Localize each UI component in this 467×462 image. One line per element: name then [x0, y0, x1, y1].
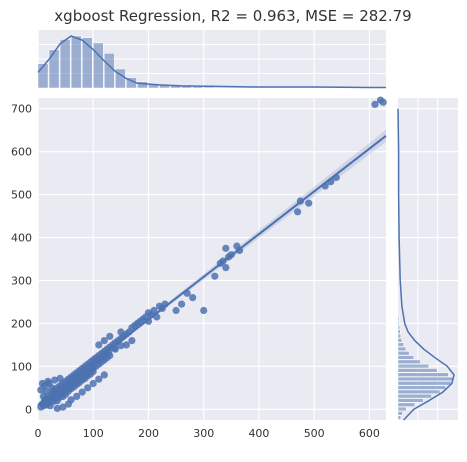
scatter-point — [51, 376, 59, 384]
scatter-point — [106, 352, 114, 360]
scatter-point — [38, 379, 47, 388]
x-hist-bar — [81, 37, 93, 89]
chart-title: xgboost Regression, R2 = 0.963, MSE = 28… — [54, 7, 411, 25]
y-hist-bar — [397, 385, 446, 390]
scatter-point — [117, 342, 125, 350]
x-tick-label: 100 — [83, 427, 104, 440]
x-hist-bar — [137, 81, 148, 89]
y-hist-bar — [397, 402, 416, 407]
y-tick-label: 0 — [25, 403, 32, 416]
y-tick-label: 400 — [11, 232, 32, 245]
scatter-point — [106, 332, 114, 340]
scatter-point — [59, 403, 67, 411]
x-marginal-histogram — [37, 30, 386, 89]
scatter-point — [128, 337, 136, 345]
y-tick-label: 100 — [11, 360, 32, 373]
scatter-point — [44, 377, 52, 385]
scatter-point — [222, 244, 230, 252]
y-hist-bar — [397, 372, 449, 377]
scatter-point — [150, 306, 158, 315]
scatter-point — [48, 384, 56, 392]
y-hist-bar — [397, 389, 441, 394]
x-tick-label: 400 — [248, 427, 269, 440]
x-tick-label: 600 — [359, 427, 380, 440]
y-hist-bar — [397, 376, 455, 382]
x-hist-bar — [92, 42, 104, 89]
x-tick-label: 300 — [193, 427, 214, 440]
scatter-point — [73, 392, 81, 400]
scatter-point — [122, 341, 130, 349]
y-hist-bar — [397, 368, 438, 373]
y-hist-bar — [397, 406, 407, 412]
y-hist-bar — [397, 321, 400, 326]
y-hist-bar — [397, 381, 452, 386]
x-tick-label: 500 — [304, 427, 325, 440]
y-tick-label: 700 — [11, 103, 32, 116]
scatter-point — [211, 272, 219, 280]
scatter-point — [222, 264, 230, 272]
x-hist-bar — [48, 49, 60, 89]
scatter-point — [100, 371, 108, 379]
x-kde-curve — [37, 35, 386, 89]
y-hist-bar — [397, 303, 399, 309]
scatter-point — [178, 300, 186, 308]
scatter-point — [67, 396, 75, 404]
y-hist-bar — [397, 333, 402, 339]
y-tick-label: 200 — [11, 317, 32, 330]
y-hist-bar — [397, 393, 432, 399]
x-hist-bar — [70, 35, 82, 89]
y-hist-bar — [397, 359, 421, 364]
scatter-point — [172, 306, 180, 315]
y-hist-bar — [397, 411, 403, 416]
y-hist-bar — [397, 325, 400, 330]
scatter-point — [117, 328, 125, 336]
x-hist-bar — [59, 39, 71, 89]
x-tick-label: 0 — [35, 427, 42, 440]
scatter-point — [37, 386, 45, 394]
y-tick-label: 300 — [11, 274, 32, 287]
scatter-point — [84, 384, 92, 392]
scatter-plot-area: 0 100 200 300 400 500 600 0 100 200 300 400 500 600 70… — [11, 96, 387, 440]
scatter-point — [294, 208, 302, 216]
y-hist-bar — [397, 342, 404, 347]
regression-line — [37, 135, 387, 406]
y-hist-bar — [397, 329, 401, 334]
scatter-point — [189, 294, 197, 302]
y-tick-label: 500 — [11, 189, 32, 202]
y-hist-bar — [397, 308, 399, 313]
x-hist-bar — [37, 63, 49, 89]
scatter-point — [89, 379, 97, 388]
scatter-point — [56, 374, 64, 382]
scatter-point — [305, 199, 313, 207]
y-hist-bar — [397, 355, 414, 360]
scatter-point — [53, 404, 61, 412]
y-hist-bar — [397, 415, 402, 420]
scatter-point — [78, 388, 86, 396]
y-tick-label: 600 — [11, 146, 32, 159]
y-hist-bar — [397, 398, 424, 403]
y-hist-bar — [397, 346, 407, 352]
x-hist-bar — [203, 86, 215, 89]
y-hist-bar — [397, 351, 410, 356]
x-tick-label: 200 — [138, 427, 159, 440]
y-hist-bar — [397, 363, 430, 369]
y-hist-bar — [397, 316, 400, 322]
y-marginal-histogram — [397, 98, 458, 421]
scatter-point — [200, 306, 208, 315]
scatter-point — [371, 100, 379, 108]
scatter-point — [100, 337, 108, 345]
scatter-point — [379, 98, 387, 106]
scatter-point — [95, 375, 103, 383]
y-hist-bar — [397, 338, 403, 343]
x-hist-bar — [104, 53, 115, 89]
scatter-point — [95, 341, 103, 349]
y-kde-curve — [397, 108, 455, 421]
scatter-point — [144, 317, 153, 325]
y-hist-bar — [397, 312, 399, 317]
